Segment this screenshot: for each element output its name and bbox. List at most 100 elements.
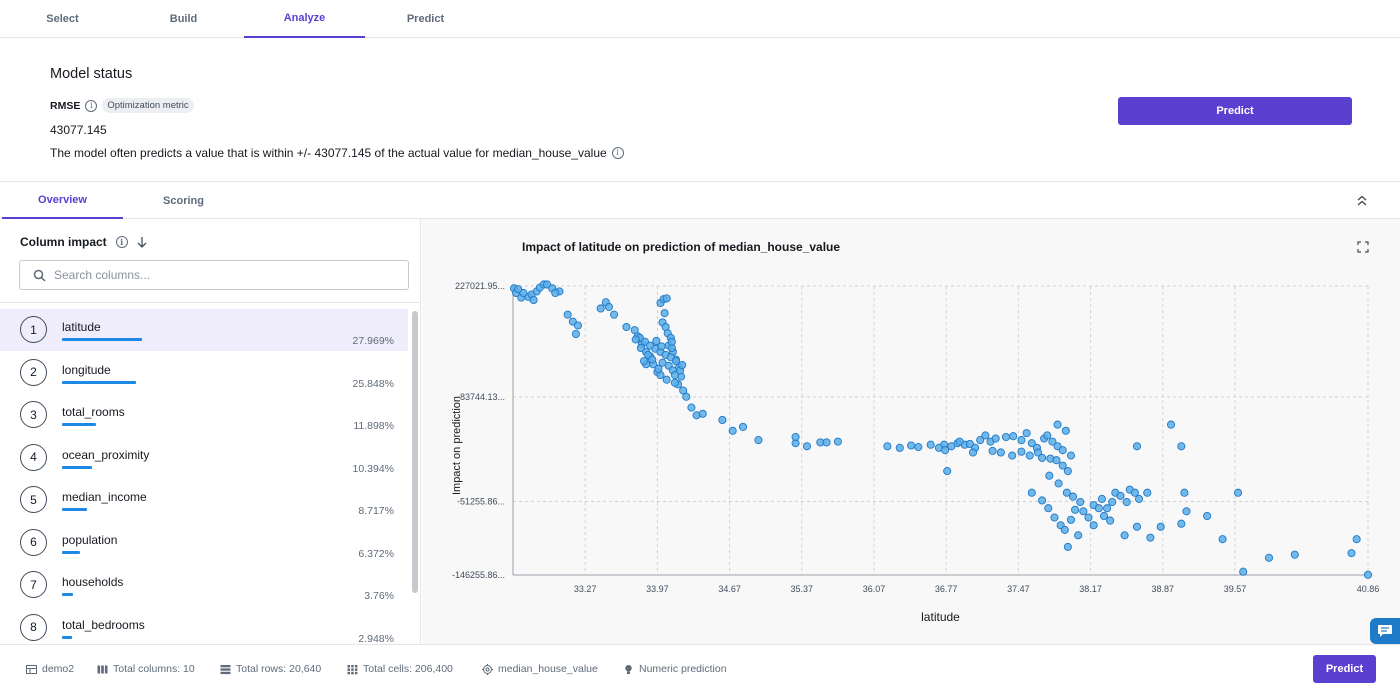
tab-predict[interactable]: Predict [406, 13, 445, 25]
data-point[interactable] [671, 357, 681, 366]
data-point[interactable] [1106, 516, 1115, 525]
data-point[interactable] [968, 448, 978, 457]
data-point[interactable] [678, 360, 687, 370]
data-point[interactable] [1363, 570, 1373, 579]
data-point[interactable] [1038, 453, 1047, 462]
data-point[interactable] [1264, 553, 1274, 562]
data-point[interactable] [895, 443, 904, 452]
data-point[interactable] [1063, 542, 1072, 551]
data-point[interactable] [1066, 451, 1076, 460]
column-item[interactable]: 2 longitude 25.848% [0, 352, 408, 394]
tab-build[interactable]: Build [169, 13, 198, 25]
data-point[interactable] [1044, 504, 1053, 513]
column-item[interactable]: 4 ocean_proximity 10.394% [0, 437, 408, 479]
data-point[interactable] [1053, 420, 1062, 429]
data-point[interactable] [914, 443, 923, 452]
data-point[interactable] [1068, 492, 1078, 501]
data-point[interactable] [1089, 521, 1098, 530]
tab-analyze[interactable]: Analyze [244, 0, 365, 38]
data-point[interactable] [1038, 496, 1047, 505]
data-point[interactable] [1099, 511, 1109, 521]
data-point[interactable] [1218, 535, 1227, 544]
search-columns-input[interactable] [54, 268, 384, 282]
data-point[interactable] [1062, 488, 1071, 497]
data-point[interactable] [718, 415, 727, 425]
data-point[interactable] [1122, 497, 1131, 507]
data-point[interactable] [996, 448, 1005, 457]
data-point[interactable] [728, 426, 737, 435]
data-point[interactable] [1203, 511, 1212, 521]
data-point[interactable] [926, 440, 935, 449]
column-item[interactable]: 1 latitude 27.969% [0, 309, 408, 351]
data-point[interactable] [1045, 471, 1054, 480]
data-point[interactable] [1079, 507, 1088, 516]
data-point[interactable] [622, 323, 631, 332]
data-point[interactable] [1027, 488, 1036, 497]
data-point[interactable] [822, 438, 831, 447]
data-point[interactable] [1052, 456, 1061, 465]
data-point[interactable] [1048, 437, 1057, 446]
data-point[interactable] [698, 409, 707, 418]
data-point[interactable] [754, 436, 763, 445]
data-point[interactable] [1166, 420, 1176, 429]
data-point[interactable] [631, 335, 640, 344]
data-point[interactable] [639, 357, 649, 366]
data-point[interactable] [1076, 497, 1085, 507]
data-point[interactable] [654, 364, 663, 373]
data-point[interactable] [955, 437, 964, 446]
data-point[interactable] [648, 355, 657, 364]
data-point[interactable] [596, 304, 605, 313]
predict-button-footer[interactable]: Predict [1313, 655, 1376, 683]
data-point[interactable] [682, 392, 691, 401]
data-point[interactable] [670, 371, 679, 380]
data-point[interactable] [662, 294, 671, 303]
data-point[interactable] [791, 432, 800, 442]
data-point[interactable] [833, 437, 842, 446]
data-point[interactable] [657, 342, 666, 351]
data-point[interactable] [1061, 426, 1070, 435]
column-item[interactable]: 5 median_income 8.717% [0, 479, 408, 521]
tab-select[interactable]: Select [46, 13, 79, 25]
data-point[interactable] [687, 403, 696, 412]
data-point[interactable] [802, 442, 811, 451]
data-point[interactable] [571, 329, 580, 339]
data-point[interactable] [1177, 442, 1186, 451]
predict-button[interactable]: Predict [1118, 97, 1352, 125]
data-point[interactable] [514, 285, 523, 294]
data-point[interactable] [636, 343, 645, 353]
data-point[interactable] [1025, 451, 1034, 460]
data-point[interactable] [991, 434, 1000, 443]
data-point[interactable] [1143, 488, 1152, 497]
data-point[interactable] [1097, 494, 1106, 503]
data-point[interactable] [943, 467, 952, 476]
data-point[interactable] [1071, 505, 1080, 514]
data-point[interactable] [1108, 497, 1117, 507]
data-point[interactable] [1054, 479, 1063, 488]
collapse-icon[interactable] [1355, 194, 1369, 208]
info-icon[interactable]: i [115, 236, 128, 248]
data-point[interactable] [1009, 432, 1018, 441]
data-point[interactable] [630, 326, 639, 335]
data-point[interactable] [1058, 446, 1067, 455]
data-point[interactable] [1008, 451, 1017, 460]
data-point[interactable] [1239, 567, 1248, 576]
data-point[interactable] [1130, 488, 1139, 497]
data-point[interactable] [981, 431, 990, 440]
data-point[interactable] [1180, 488, 1189, 497]
data-point[interactable] [1063, 467, 1072, 476]
data-point[interactable] [738, 422, 748, 431]
data-point[interactable] [573, 321, 583, 330]
data-point[interactable] [1132, 442, 1142, 451]
data-point[interactable] [1177, 519, 1186, 528]
data-point[interactable] [976, 436, 985, 445]
data-point[interactable] [1017, 436, 1026, 445]
data-point[interactable] [1120, 531, 1129, 540]
search-columns-box[interactable] [19, 260, 409, 290]
data-point[interactable] [941, 446, 950, 455]
data-point[interactable] [1116, 491, 1125, 500]
chat-icon[interactable] [1370, 618, 1400, 644]
data-point[interactable] [1146, 533, 1155, 542]
scrollbar[interactable] [412, 311, 418, 593]
column-item[interactable]: 7 households 3.76% [0, 564, 408, 606]
data-point[interactable] [670, 378, 679, 387]
